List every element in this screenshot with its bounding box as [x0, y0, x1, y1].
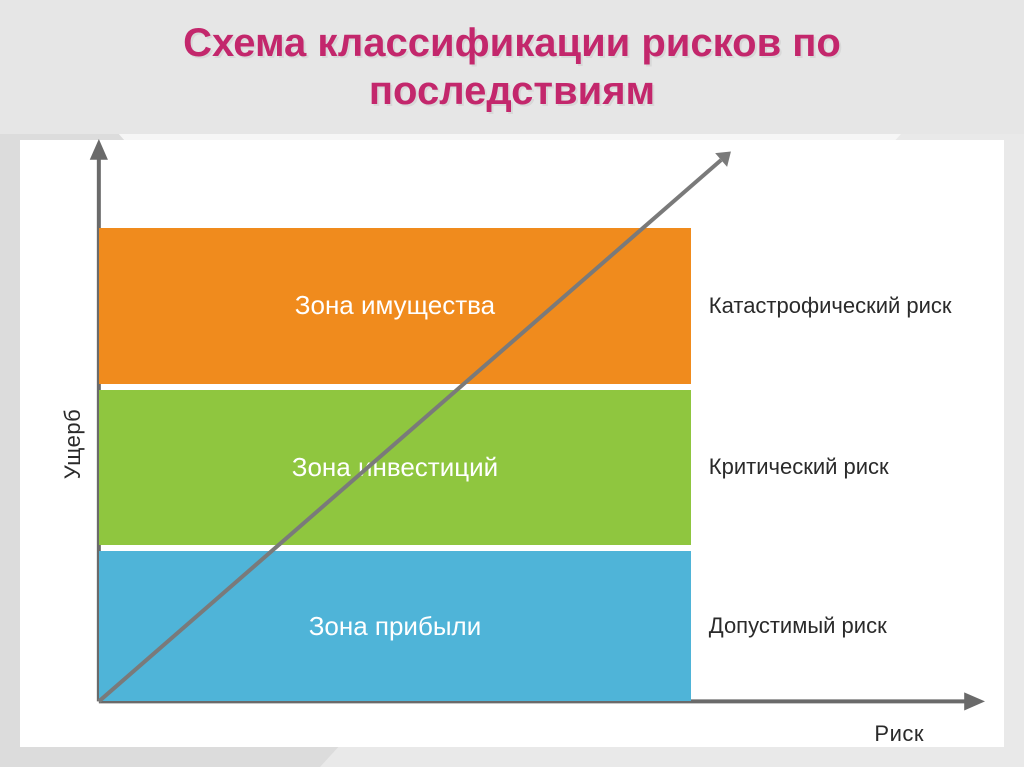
title-band: Схема классификации рисков по последстви…	[0, 0, 1024, 134]
page-title: Схема классификации рисков по последстви…	[50, 19, 974, 115]
y-axis-label: Ущерб	[60, 408, 86, 478]
x-axis-label: Риск	[874, 721, 924, 747]
chart-container: Ущерб Риск Зона имуществаКатастрофически…	[20, 140, 1004, 747]
chart-axes-area: Зона имуществаКатастрофический рискЗона …	[90, 150, 974, 707]
diagonal-svg	[90, 150, 974, 707]
